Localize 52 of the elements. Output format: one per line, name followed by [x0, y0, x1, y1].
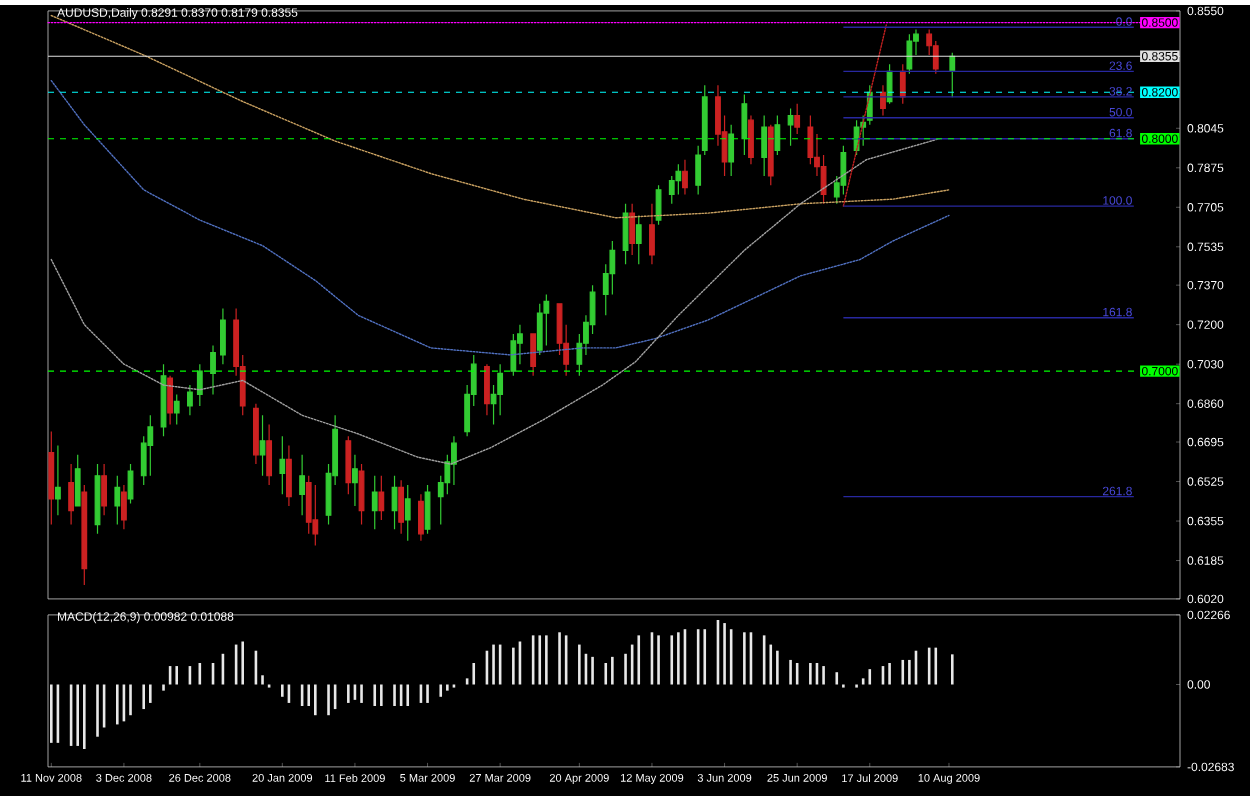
candlestick: [774, 114, 781, 156]
candlestick: [622, 202, 629, 265]
candlestick: [418, 493, 424, 541]
candlestick: [484, 363, 490, 416]
candlestick: [451, 435, 457, 486]
candlestick: [299, 453, 306, 516]
line-series: [50, 137, 940, 465]
candlestick: [68, 463, 75, 525]
candlestick: [286, 444, 292, 507]
line-series: [50, 79, 950, 356]
candlestick: [378, 474, 385, 521]
candlestick: [728, 123, 735, 177]
candlestick: [167, 374, 174, 425]
candlestick: [253, 402, 259, 465]
candlestick: [173, 393, 180, 425]
candlestick: [345, 435, 352, 495]
candlestick: [48, 430, 55, 525]
candlestick: [649, 202, 655, 265]
candlestick: [196, 363, 203, 407]
candlestick: [635, 214, 642, 265]
candlestick: [114, 474, 121, 525]
candlestick: [880, 84, 886, 116]
candlestick: [530, 332, 537, 376]
candlestick: [748, 114, 754, 165]
candlestick: [536, 302, 543, 356]
candlestick: [787, 107, 794, 146]
candlestick: [404, 483, 411, 541]
candlestick: [101, 463, 108, 516]
candlestick: [398, 479, 405, 534]
candlestick: [220, 307, 226, 365]
candlestick: [210, 344, 216, 395]
candlestick: [279, 435, 286, 495]
candlestick: [74, 453, 81, 507]
candlestick: [761, 114, 768, 177]
candlestick: [949, 51, 956, 98]
candlestick: [121, 483, 127, 530]
candlestick: [655, 184, 662, 225]
candlestick: [187, 384, 193, 416]
candlestick: [259, 414, 266, 476]
candlestick: [371, 474, 378, 530]
candlestick: [54, 444, 61, 516]
candlestick: [906, 33, 913, 74]
candlestick: [794, 102, 801, 135]
candlestick: [629, 202, 636, 256]
candlestick: [266, 423, 273, 486]
candlestick: [312, 483, 319, 546]
candlestick: [682, 158, 688, 195]
candlestick: [767, 123, 774, 186]
candlestick: [352, 453, 358, 507]
candlestick: [510, 332, 517, 376]
candlestick: [741, 93, 748, 156]
candlestick: [81, 483, 88, 586]
